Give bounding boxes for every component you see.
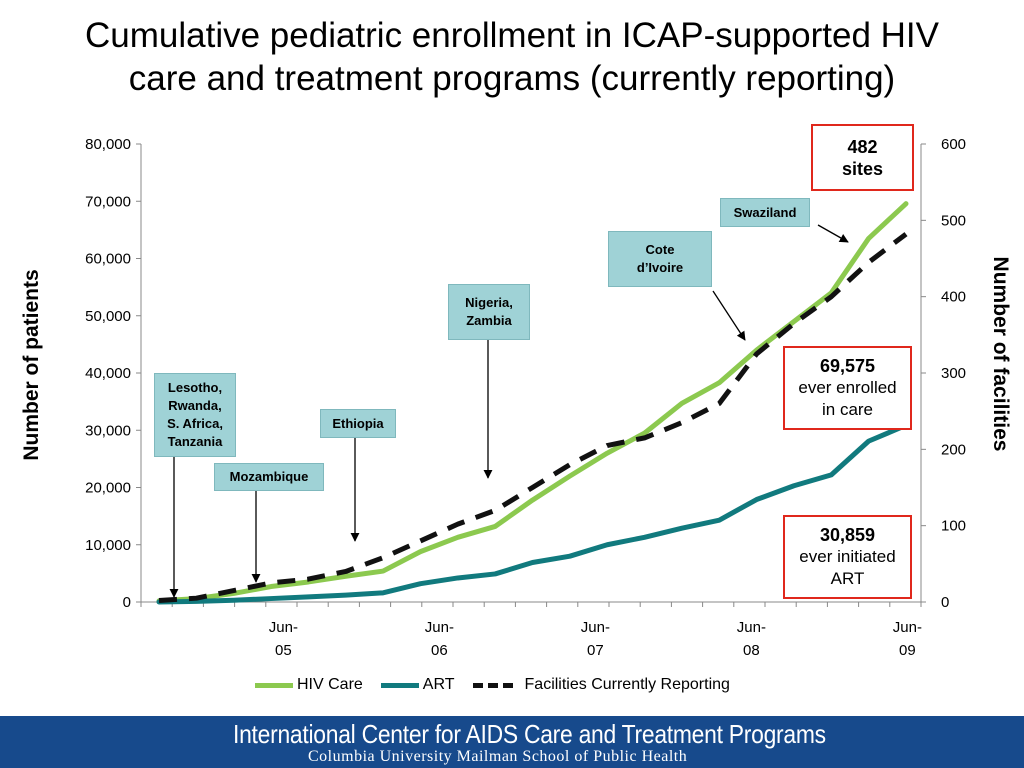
- callout-swaziland: Swaziland: [720, 198, 810, 227]
- legend-item-art: ART: [380, 676, 455, 694]
- legend-swatch-art: [380, 682, 419, 688]
- callout-line: Nigeria,: [465, 295, 513, 310]
- callout-line: Cote: [645, 242, 675, 257]
- y-tick-label-right: 600: [941, 136, 966, 153]
- y-tick-label-left: 20,000: [85, 480, 131, 497]
- y-tick-label-right: 0: [941, 594, 949, 611]
- callout-line: Zambia: [466, 313, 512, 328]
- y-tick-label-left: 0: [123, 594, 131, 611]
- y-tick-label-right: 500: [941, 212, 966, 229]
- x-tick-label: Jun-: [737, 619, 766, 636]
- care-callout-box: 69,575 ever enrolled in care: [783, 346, 912, 430]
- y-tick-label-left: 30,000: [85, 422, 131, 439]
- y-axis-label-right: Number of facilities: [989, 256, 1012, 452]
- y-tick-label-right: 100: [941, 518, 966, 535]
- series-line-facilities-currently-reporting: [158, 232, 908, 603]
- series-line-art: [156, 422, 909, 605]
- art-value: 30,859: [819, 525, 876, 545]
- callout-nigeria-zambia: Nigeria, Zambia: [448, 284, 530, 340]
- y-tick-label-left: 40,000: [85, 365, 131, 382]
- callout-cote-divoire: Cote d’Ivoire: [608, 231, 712, 287]
- care-line-2: in care: [821, 400, 874, 419]
- x-tick-label: 05: [275, 642, 292, 659]
- sites-text: sites: [841, 158, 884, 179]
- title-line-2: care and treatment programs (currently r…: [128, 59, 896, 98]
- care-line-1: ever enrolled: [798, 378, 897, 397]
- care-value: 69,575: [819, 356, 876, 376]
- callout-line: Lesotho,: [167, 380, 223, 395]
- page-title: Cumulative pediatric enrollment in ICAP-…: [0, 14, 1024, 100]
- footer-university: Columbia University Mailman School of Pu…: [308, 748, 688, 765]
- callout-line: d’Ivoire: [636, 260, 684, 275]
- y-tick-label-left: 70,000: [85, 193, 131, 210]
- annotation-arrow: [712, 290, 746, 341]
- x-tick-label: Jun-: [425, 619, 454, 636]
- x-tick-label: 09: [899, 642, 916, 659]
- callout-line: Ethiopia: [332, 415, 384, 431]
- x-tick-label: Jun-: [893, 619, 922, 636]
- sites-value: 482: [847, 136, 878, 157]
- y-tick-label-left: 10,000: [85, 537, 131, 554]
- chart-legend: HIV Care ART Facilities Currently Report…: [255, 674, 748, 696]
- footer-org-name: International Center for AIDS Care and T…: [233, 719, 826, 749]
- callout-line: S. Africa,: [167, 416, 223, 431]
- callout-line: Swaziland: [733, 204, 797, 220]
- art-line-2: ART: [830, 569, 865, 588]
- footer-banner: International Center for AIDS Care and T…: [0, 716, 1024, 768]
- art-callout-box: 30,859 ever initiated ART: [783, 515, 912, 599]
- y-tick-label-right: 200: [941, 441, 966, 458]
- x-tick-label: 07: [587, 642, 604, 659]
- x-tick-label: 06: [431, 642, 448, 659]
- legend-item-hiv-care: HIV Care: [255, 676, 363, 694]
- callout-line: Mozambique: [229, 469, 309, 484]
- y-tick-label-left: 60,000: [85, 251, 131, 268]
- x-tick-label: 08: [743, 642, 760, 659]
- y-tick-label-left: 50,000: [85, 308, 131, 325]
- x-tick-label: Jun-: [581, 619, 610, 636]
- legend-label-art: ART: [422, 676, 455, 693]
- legend-item-facilities: Facilities Currently Reporting: [472, 676, 730, 694]
- callout-ethiopia: Ethiopia: [320, 409, 396, 438]
- title-line-1: Cumulative pediatric enrollment in ICAP-…: [85, 16, 939, 55]
- callout-line: Tanzania: [167, 434, 223, 449]
- y-axis-label-left: Number of patients: [20, 269, 43, 461]
- legend-label-facilities: Facilities Currently Reporting: [524, 676, 730, 693]
- legend-swatch-facilities: [472, 682, 513, 688]
- sites-callout-box: 482 sites: [811, 124, 914, 191]
- callout-lesotho-rwanda-safrica-tanzania: Lesotho, Rwanda, S. Africa, Tanzania: [154, 373, 236, 457]
- legend-label-hiv-care: HIV Care: [297, 676, 363, 693]
- callout-mozambique: Mozambique: [214, 463, 324, 491]
- y-tick-label-right: 300: [941, 365, 966, 382]
- y-tick-label-left: 80,000: [85, 136, 131, 153]
- legend-swatch-hiv-care: [255, 682, 293, 688]
- x-tick-label: Jun-: [269, 619, 298, 636]
- callout-line: Rwanda,: [168, 398, 222, 413]
- art-line-1: ever initiated: [799, 547, 896, 566]
- y-tick-label-right: 400: [941, 289, 966, 306]
- annotation-arrow: [817, 224, 849, 243]
